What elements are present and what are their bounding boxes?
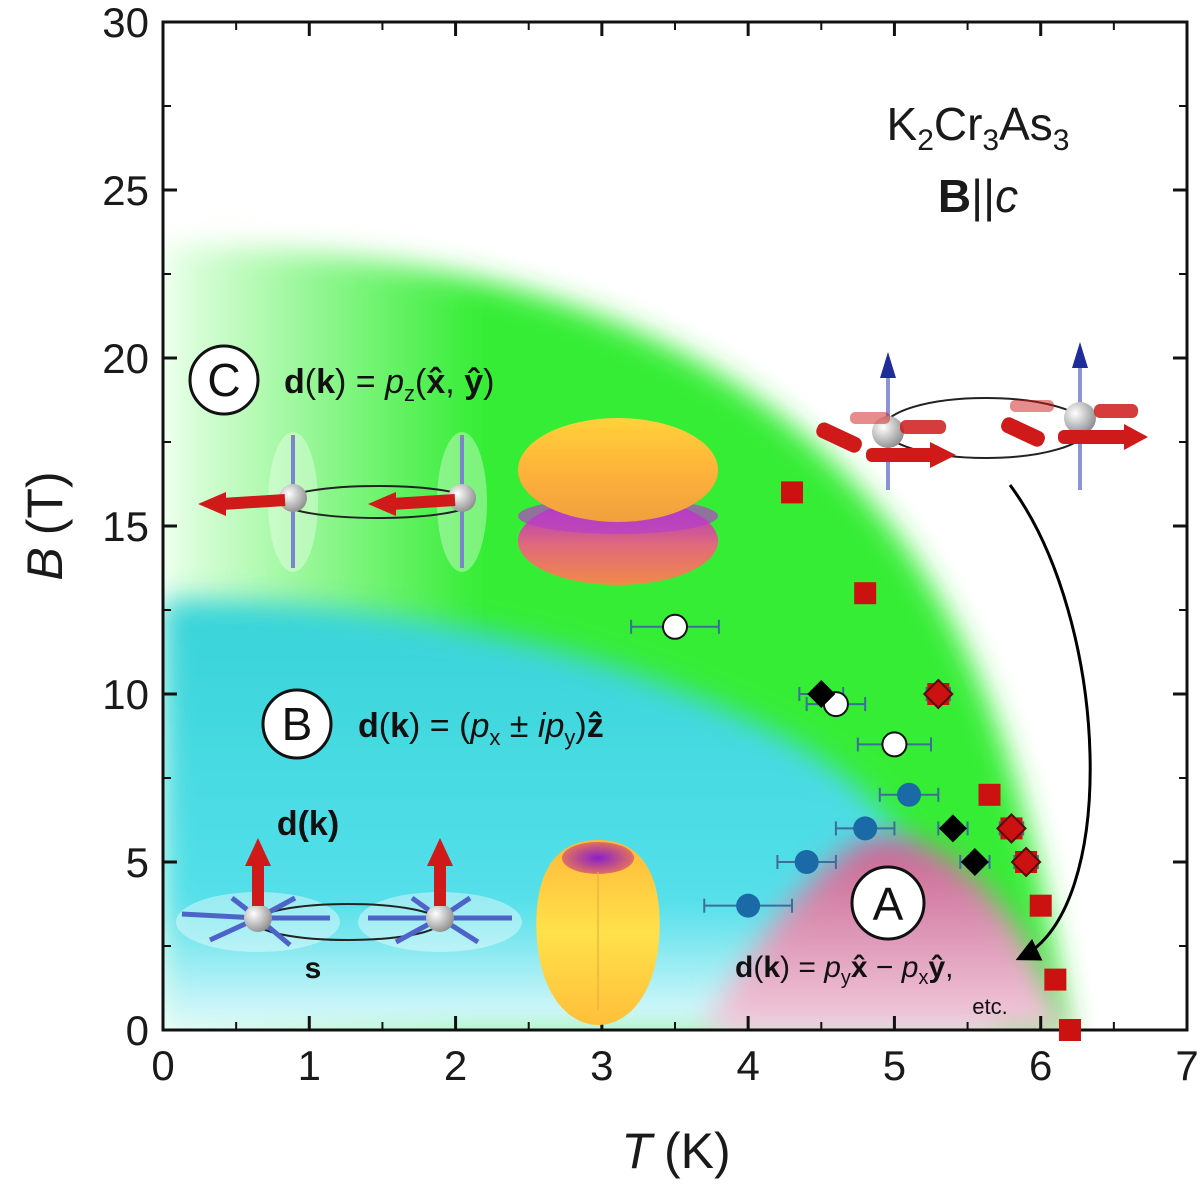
blue-circle-marker	[897, 782, 922, 807]
phase-b-label: B	[261, 688, 333, 760]
compound-label: K2Cr3As3	[887, 98, 1070, 157]
spin-illustration-c	[198, 432, 487, 572]
x-tick-label: 3	[590, 1042, 613, 1089]
svg-text:B: B	[282, 698, 313, 750]
y-tick-label: 25	[102, 167, 149, 214]
open-circle-marker	[662, 613, 688, 640]
axis-tick-labels: 0 1 2 3 4 5 6 7 0 5 10 15 20 25 30	[102, 0, 1198, 1089]
y-axis-symbol: B	[17, 547, 73, 580]
y-tick-label: 30	[102, 0, 149, 46]
blue-circle-marker	[736, 893, 761, 918]
red-square-marker	[781, 481, 804, 504]
phase-a-label: A	[850, 865, 926, 941]
x-axis-unit: (K)	[664, 1123, 731, 1179]
red-diamond-marker	[1010, 846, 1042, 878]
axis-ticks	[161, 20, 1189, 1032]
phase-a-etc: etc.	[972, 994, 1007, 1019]
x-tick-label: 5	[883, 1042, 906, 1089]
y-tick-label: 0	[126, 1007, 149, 1054]
red-square-marker	[1058, 1019, 1081, 1041]
open-circle-marker	[881, 731, 908, 758]
y-axis-unit: (T)	[17, 471, 73, 535]
x-tick-label: 0	[151, 1042, 174, 1089]
data-markers	[662, 481, 1081, 1041]
red-square-marker	[854, 582, 877, 605]
phase-c-label: C	[188, 344, 260, 416]
field-direction-label: B||c	[938, 170, 1018, 222]
red-diamond-marker	[922, 678, 954, 710]
orbital-phase-b	[536, 840, 660, 1025]
blue-circle-marker	[794, 850, 819, 874]
x-tick-label: 6	[1029, 1042, 1052, 1089]
x-axis-symbol: T	[621, 1123, 655, 1179]
phase-c-formula: d(k) = pz(x̂, ŷ)	[284, 363, 494, 406]
d-vector-label: d(k)	[277, 805, 339, 843]
blue-circle-marker	[853, 816, 878, 841]
phase-b-formula: d(k) = (px ± ipy)ẑ	[358, 707, 604, 750]
y-axis-title: B (T)	[17, 471, 73, 580]
x-tick-label: 1	[298, 1042, 321, 1089]
spin-label: s	[305, 952, 322, 985]
curved-arrow	[1008, 484, 1092, 961]
spin-illustration-a	[816, 342, 1148, 490]
spin-illustration-b	[176, 838, 522, 952]
black-diamond-marker	[960, 848, 989, 876]
phase-regions	[163, 245, 1068, 1030]
red-square-marker	[1029, 894, 1052, 917]
y-tick-label: 15	[102, 503, 149, 550]
red-square-marker	[978, 783, 1001, 806]
orbital-phase-c	[518, 418, 718, 585]
svg-text:C: C	[207, 354, 240, 406]
black-diamond-marker	[938, 814, 967, 843]
x-tick-label: 7	[1175, 1042, 1198, 1089]
red-diamond-marker	[996, 812, 1027, 844]
y-tick-label: 5	[126, 839, 149, 886]
red-square-marker	[1044, 968, 1067, 991]
x-tick-label: 4	[736, 1042, 759, 1089]
y-tick-label: 20	[102, 335, 149, 382]
svg-text:A: A	[873, 878, 904, 930]
x-tick-label: 2	[444, 1042, 467, 1089]
x-axis-title: T (K)	[621, 1123, 730, 1179]
y-tick-label: 10	[102, 671, 149, 718]
black-diamond-marker	[807, 680, 836, 708]
